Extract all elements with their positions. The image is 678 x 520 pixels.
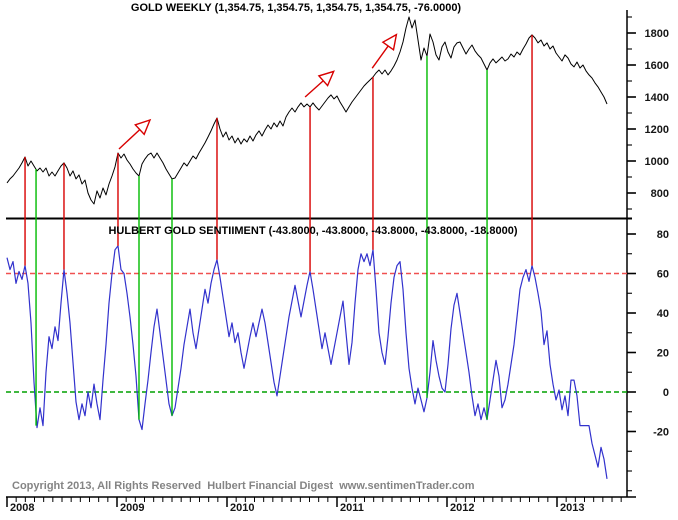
y-tick-label: 1400 xyxy=(645,92,669,104)
gold-panel-title: GOLD WEEKLY (1,354.75, 1,354.75, 1,354.7… xyxy=(131,2,461,14)
copyright-text: Copyright 2013, All Rights Reserved Hulb… xyxy=(12,480,475,492)
sentiment-series xyxy=(7,246,607,479)
y-tick-label: 20 xyxy=(657,348,669,360)
x-year-label: 2010 xyxy=(230,502,254,514)
sentiment-threshold-lines xyxy=(6,274,627,393)
y-tick-label: 800 xyxy=(651,188,669,200)
y-tick-label: 0 xyxy=(663,387,669,399)
y-tick-label: 40 xyxy=(657,308,669,320)
sentiment-panel-title: HULBERT GOLD SENTIIMENT (-43.8000, -43.8… xyxy=(108,225,517,237)
y-tick-label: 1200 xyxy=(645,124,669,136)
up-right-arrow-icon xyxy=(383,35,397,50)
chart-window: 800 1000 1200 1400 1600 1800 -20 0 20 40 60 80 200… xyxy=(0,0,678,520)
y-tick-label: -20 xyxy=(653,427,669,439)
y-tick-label: 1600 xyxy=(645,60,669,72)
x-year-label: 2011 xyxy=(340,502,364,514)
chart-plot-area: 800 1000 1200 1400 1600 1800 -20 0 20 40 60 80 200… xyxy=(0,0,678,520)
sentiment-line xyxy=(7,246,607,479)
sentiment-y-axis-ticks: -20 0 20 40 60 80 xyxy=(627,229,669,491)
arrow-shaft xyxy=(372,46,388,68)
arrow-shaft xyxy=(119,130,140,149)
x-year-label: 2009 xyxy=(120,502,144,514)
arrow-shaft xyxy=(305,81,323,97)
price-y-axis-ticks: 800 1000 1200 1400 1600 1800 xyxy=(627,17,669,209)
gold-weekly-series xyxy=(7,17,607,204)
y-tick-label: 60 xyxy=(657,269,669,281)
x-year-label: 2008 xyxy=(10,502,34,514)
y-tick-label: 1800 xyxy=(645,28,669,40)
y-tick-label: 80 xyxy=(657,229,669,241)
x-axis-ticks: 2008 2009 2010 2011 2012 2013 xyxy=(7,497,621,514)
x-year-label: 2012 xyxy=(450,502,474,514)
gold-price-line xyxy=(7,17,607,204)
y-tick-label: 1000 xyxy=(645,156,669,168)
x-year-label: 2013 xyxy=(560,502,584,514)
